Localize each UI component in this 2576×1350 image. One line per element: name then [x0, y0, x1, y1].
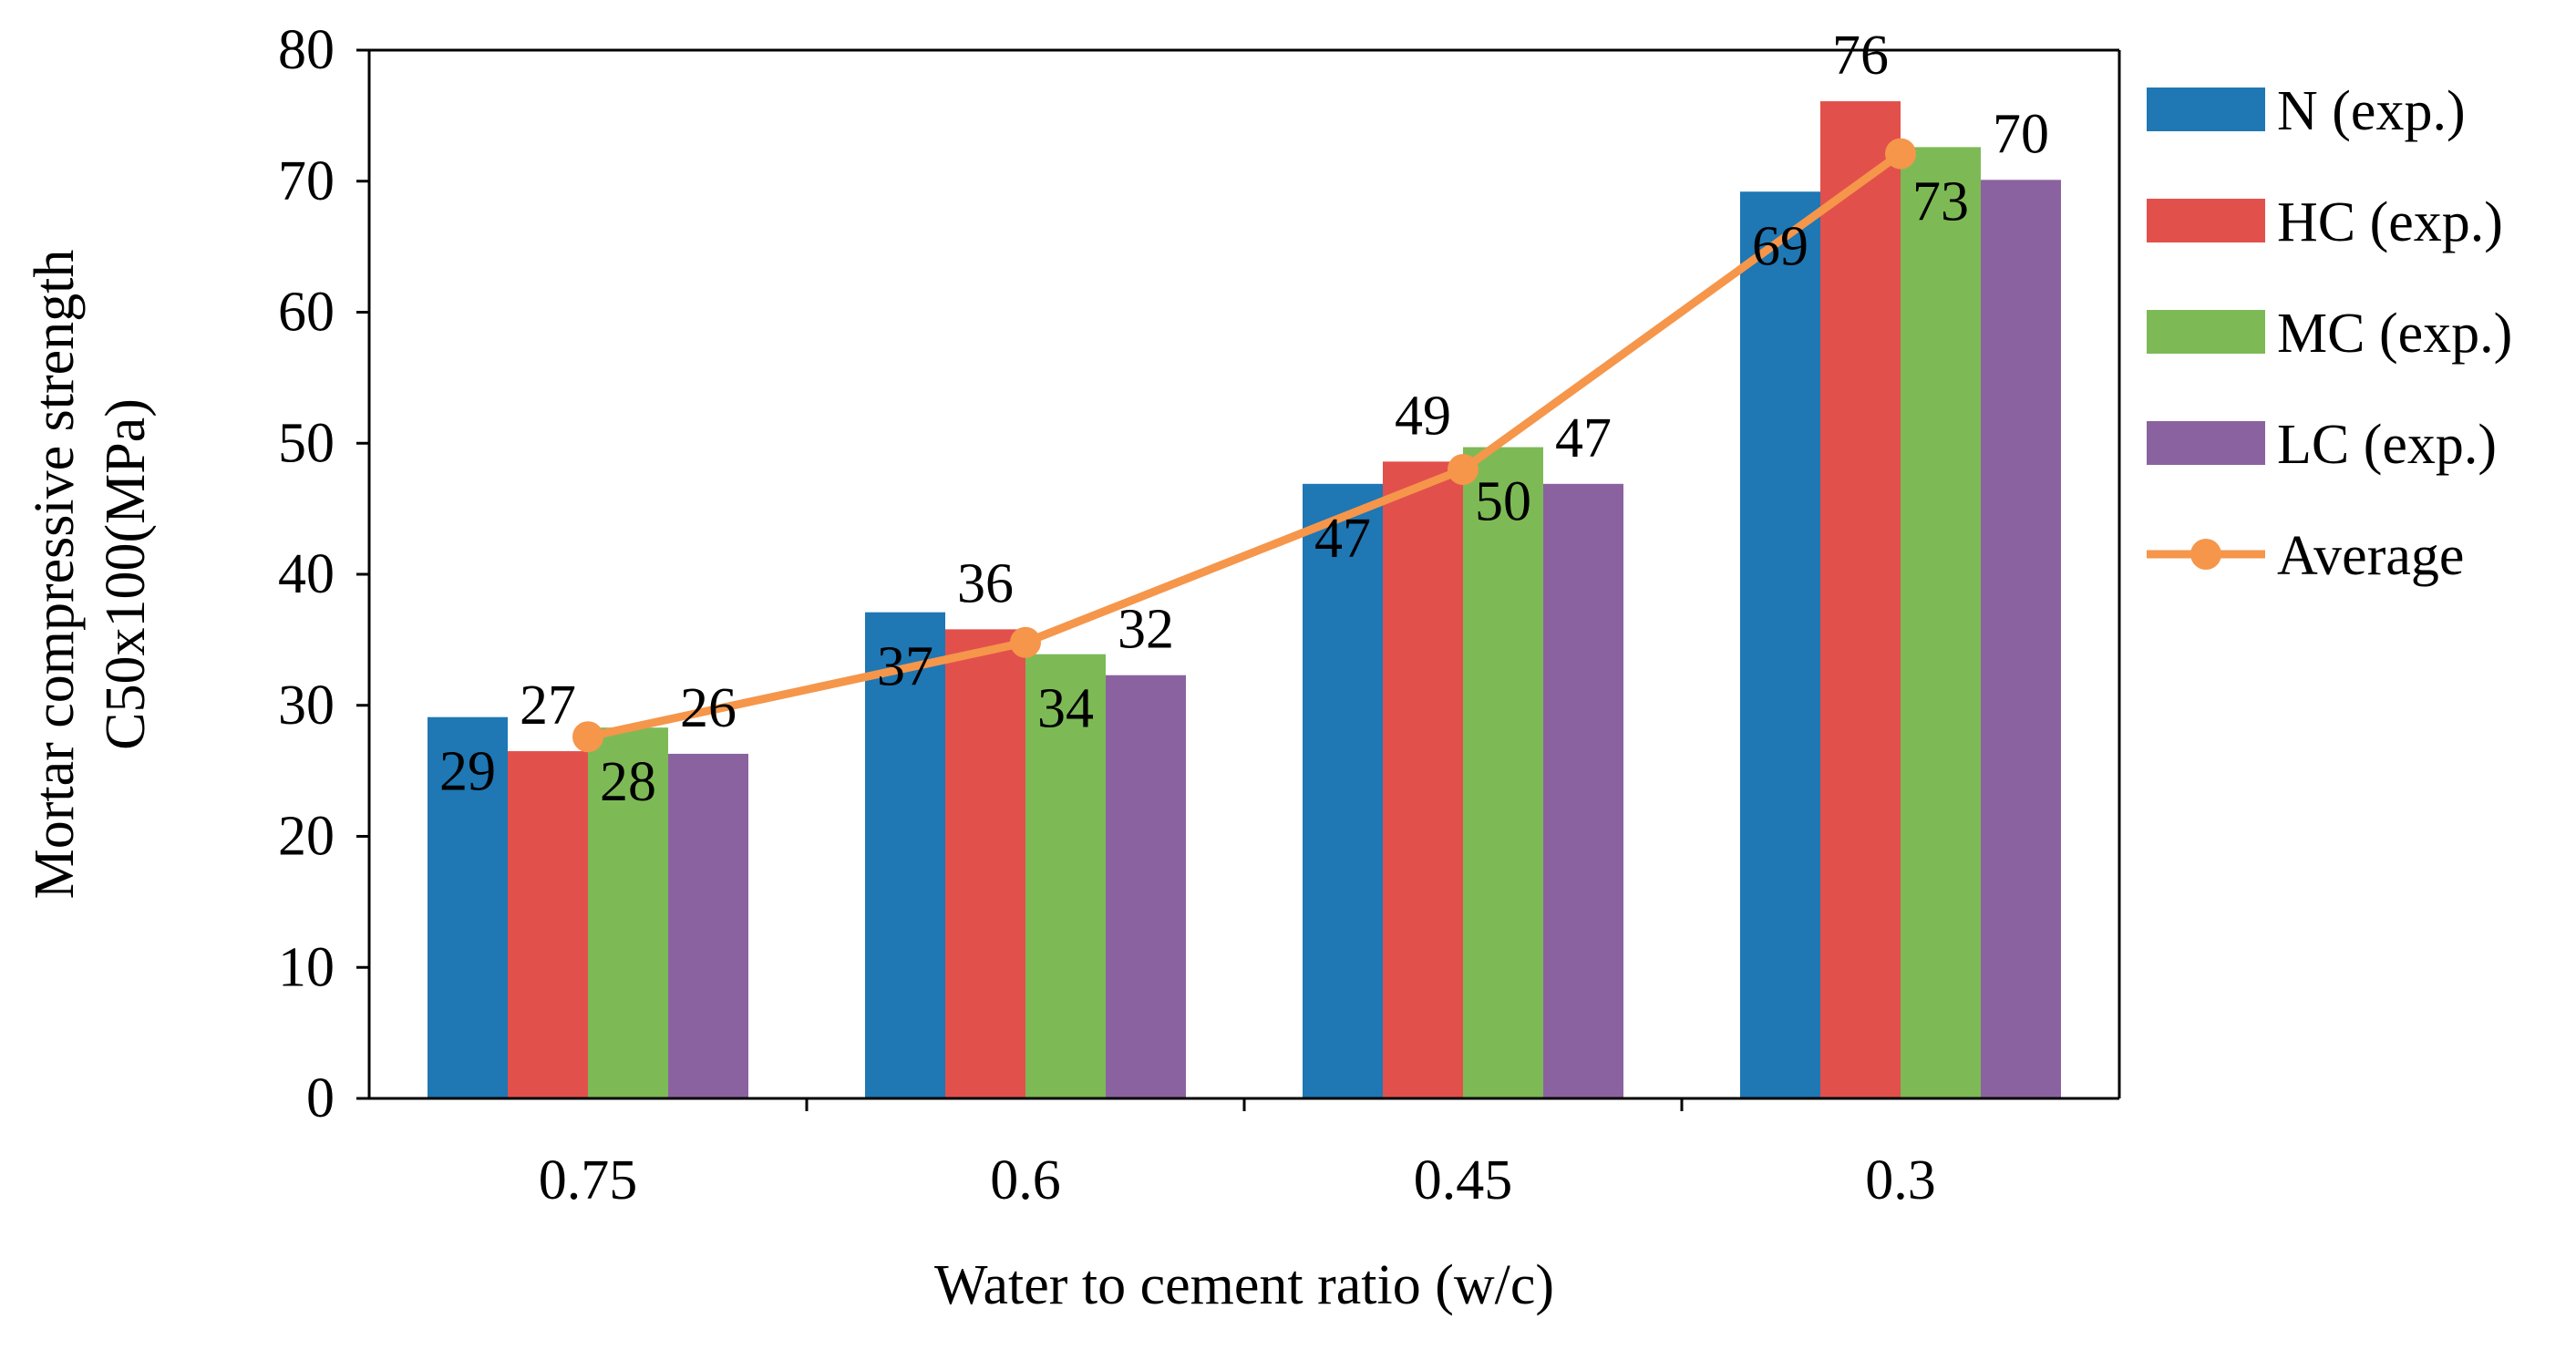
average-line — [587, 149, 1903, 741]
average-point-0.45 — [1448, 454, 1479, 485]
bar-n-0.45 — [1303, 483, 1383, 1098]
y-axis-title-line-1: Mortar compressive strength — [24, 250, 86, 900]
legend-label-n: N (exp.) — [2277, 80, 2466, 142]
legend-label-lc: LC (exp.) — [2277, 414, 2497, 476]
data-label-mc-0.3: 73 — [1912, 170, 1969, 232]
data-label-lc-0.3: 70 — [1993, 103, 2049, 165]
data-label-n-0.45: 47 — [1314, 508, 1371, 570]
y-axis-title-line-2: C50x100(MPa) — [95, 398, 157, 750]
bar-hc-0.75 — [508, 751, 588, 1098]
bar-lc-0.6 — [1106, 675, 1186, 1098]
y-axis-title: Mortar compressive strength C50x100(MPa) — [24, 250, 157, 900]
bar-hc-0.45 — [1383, 461, 1463, 1098]
data-label-hc-0.45: 49 — [1395, 385, 1451, 447]
legend-label-hc: HC (exp.) — [2277, 191, 2503, 253]
legend-swatch-mc — [2147, 310, 2265, 354]
bar-mc-0.75 — [588, 727, 668, 1098]
y-tick-label: 10 — [278, 936, 335, 998]
bar-n-0.6 — [865, 612, 945, 1098]
y-tick-label: 50 — [278, 412, 335, 474]
legend-swatch-lc — [2147, 421, 2265, 465]
y-tick-label: 80 — [278, 19, 335, 81]
bar-hc-0.3 — [1820, 101, 1901, 1098]
legend-swatch-n — [2147, 88, 2265, 131]
data-label-mc-0.6: 34 — [1037, 678, 1094, 740]
x-tick-label: 0.3 — [1865, 1149, 1936, 1211]
y-tick-label: 20 — [278, 806, 335, 868]
legend-swatch-hc — [2147, 199, 2265, 242]
data-label-n-0.3: 69 — [1752, 215, 1808, 277]
y-tick-label: 30 — [278, 675, 335, 737]
bar-hc-0.6 — [945, 629, 1025, 1098]
average-point-0.3 — [1885, 138, 1916, 170]
y-tick-label: 70 — [278, 150, 335, 212]
y-tick-label: 60 — [278, 282, 335, 344]
data-label-hc-0.3: 76 — [1832, 25, 1889, 87]
bar-lc-0.45 — [1543, 483, 1623, 1098]
x-tick-label: 0.6 — [990, 1149, 1061, 1211]
data-label-n-0.75: 29 — [439, 741, 496, 803]
data-label-lc-0.45: 47 — [1555, 407, 1612, 469]
plot-area: 0 10 20 30 40 50 60 70 80 0.75 0.6 0.45 0.3 29 37 47 69 2… — [278, 19, 2121, 1211]
x-tick-label: 0.45 — [1414, 1149, 1513, 1211]
average-point-0.6 — [1010, 626, 1041, 658]
data-label-mc-0.75: 28 — [600, 751, 656, 813]
bar-n-0.3 — [1740, 191, 1820, 1098]
data-label-hc-0.75: 27 — [520, 675, 576, 737]
data-label-mc-0.45: 50 — [1475, 471, 1531, 533]
legend-swatch-average-marker — [2190, 539, 2221, 570]
y-tick-label: 0 — [306, 1067, 335, 1129]
bar-lc-0.75 — [668, 753, 748, 1098]
legend: N (exp.) HC (exp.) MC (exp.) LC (exp.) Avera… — [2147, 80, 2512, 587]
data-label-hc-0.6: 36 — [957, 552, 1014, 614]
bar-mc-0.3 — [1901, 147, 1981, 1098]
x-axis-title: Water to cement ratio (w/c) — [934, 1254, 1554, 1316]
bar-n-0.75 — [428, 716, 508, 1098]
y-tick-label: 40 — [278, 543, 335, 605]
legend-label-mc: MC (exp.) — [2277, 303, 2512, 365]
x-tick-label: 0.75 — [539, 1149, 638, 1211]
average-point-0.75 — [572, 721, 603, 753]
legend-label-average: Average — [2277, 525, 2464, 587]
bar-mc-0.6 — [1025, 654, 1106, 1098]
data-label-lc-0.75: 26 — [680, 677, 737, 739]
bar-lc-0.3 — [1981, 180, 2061, 1098]
data-label-lc-0.6: 32 — [1118, 599, 1174, 661]
bar-mc-0.45 — [1463, 447, 1543, 1098]
data-label-n-0.6: 37 — [877, 636, 933, 698]
